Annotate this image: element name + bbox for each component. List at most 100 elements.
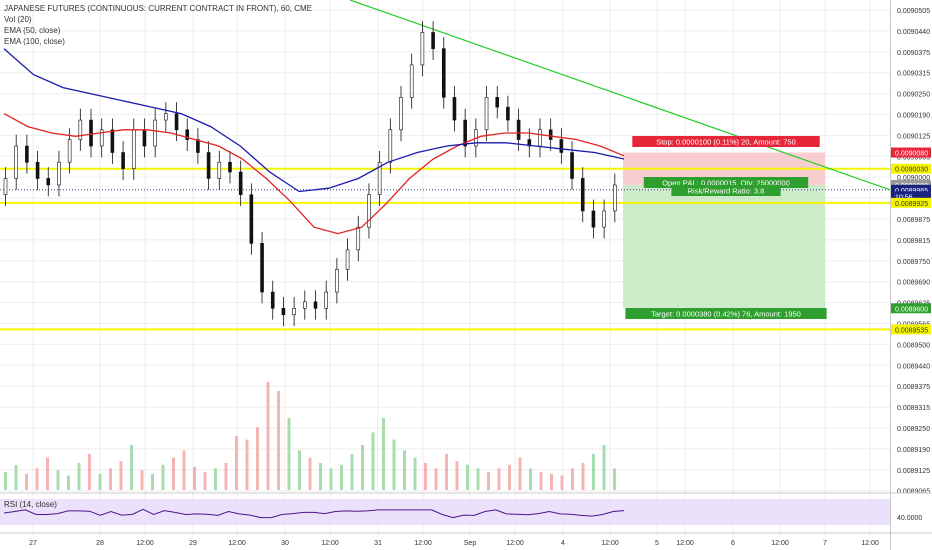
volume-bar — [67, 475, 70, 490]
rsi-band — [0, 499, 890, 525]
volume-bar — [466, 464, 469, 490]
time-tick-label: 12:00 — [414, 540, 432, 547]
volume-bar — [109, 468, 112, 490]
volume-bar — [298, 450, 301, 490]
price-tag-text: 0.0090030 — [895, 167, 928, 174]
volume-bar — [88, 454, 91, 490]
rsi-legend[interactable]: RSI (14, close) — [4, 500, 57, 509]
price-tick-label: 0.0090250 — [897, 92, 930, 99]
volume-bar — [151, 473, 154, 490]
price-tick-label: 0.0090505 — [897, 8, 930, 15]
candle-body — [217, 161, 222, 179]
volume-bar — [256, 427, 259, 490]
candle-body — [164, 113, 168, 121]
risk-reward-label: Risk/Reward Ratio: 3.8 — [671, 185, 781, 196]
price-tag-text: 0.0089535 — [895, 327, 928, 334]
risk-reward-label-bg — [671, 185, 781, 196]
volume-bar — [550, 473, 553, 490]
volume-bar — [277, 391, 280, 490]
candle-body — [409, 64, 414, 98]
candle-body — [249, 194, 254, 244]
price-tick-label: 0.0089315 — [897, 405, 930, 412]
candle-body — [377, 161, 382, 196]
volume-bar — [602, 445, 606, 490]
volume-bar — [518, 457, 522, 490]
volume-bar — [235, 436, 238, 490]
stop-label: Stop: 0.0000100 (0.11%) 20, Amount: 750 — [632, 136, 820, 147]
chart-legend: JAPANESE FUTURES (CONTINUOUS: CURRENT CO… — [4, 3, 312, 47]
candle-body — [388, 129, 393, 163]
time-tick-label: 12:00 — [228, 540, 246, 547]
volume-bar — [371, 432, 375, 490]
target-label-text: Target: 0.0000380 (0.42%) 76, Amount: 19… — [651, 310, 801, 319]
symbol-title[interactable]: JAPANESE FUTURES (CONTINUOUS: CURRENT CO… — [4, 4, 313, 13]
open-pnl-label-bg — [643, 177, 809, 188]
time-tick-label: 29 — [189, 540, 197, 547]
volume-bar — [287, 418, 291, 490]
time-tick-label: 31 — [374, 540, 382, 547]
time-tick-label: 7 — [823, 540, 827, 547]
volume-bar — [130, 445, 133, 490]
volume-bar — [340, 464, 343, 490]
price-tag-bg — [891, 147, 931, 158]
volume-bar — [245, 439, 249, 490]
risk-reward-label-text: Risk/Reward Ratio: 3.8 — [688, 187, 765, 196]
ema50-legend[interactable]: EMA (50, close) — [4, 26, 61, 35]
open-pnl-label: Open P&L: 0.0000015, Qty: 25000000 — [643, 177, 809, 188]
candle-body — [260, 243, 264, 293]
volume-bar — [434, 468, 438, 490]
volume-bar — [350, 454, 354, 490]
target-label-bg — [625, 308, 827, 319]
volume-bar — [214, 468, 217, 490]
candle-body — [270, 291, 275, 309]
candle-body — [570, 152, 574, 179]
candle-body — [57, 161, 61, 186]
ema100-line — [3, 48, 625, 193]
candle-body — [527, 139, 532, 147]
time-tick-label: 12:00 — [601, 540, 619, 547]
volume-bar — [487, 472, 490, 490]
price-tick-label: 0.0089750 — [897, 259, 930, 266]
time-tick-label: 12:00 — [506, 540, 524, 547]
price-tag-bg — [891, 303, 931, 314]
price-tick-label: 0.0089815 — [897, 238, 930, 245]
candle-body — [238, 171, 243, 196]
candle-body — [591, 210, 596, 228]
time-tick-label: Sep — [464, 540, 477, 547]
trend-line — [349, 0, 891, 191]
candle-body — [367, 194, 371, 228]
volume-bar — [161, 464, 165, 490]
volume-bar — [56, 470, 60, 490]
rsi-axis-tick: 40.0000 — [897, 515, 922, 522]
candle-body — [281, 307, 286, 316]
candle-body — [303, 301, 307, 309]
candle-body — [292, 307, 296, 316]
ema100-legend[interactable]: EMA (100, close) — [4, 37, 65, 46]
candle-body — [420, 32, 425, 66]
time-tick-label: 12:00 — [861, 540, 879, 547]
price-tick-label: 0.0089065 — [897, 489, 930, 496]
candle-body — [99, 129, 104, 147]
candle-body — [324, 291, 328, 309]
price-tick-label: 0.0090065 — [897, 154, 930, 161]
price-tag: 0.0090030 — [891, 163, 931, 174]
volume-bar — [46, 457, 49, 490]
price-tag-bg — [891, 191, 931, 202]
price-tag: 0.0089600 — [891, 303, 931, 314]
volume-bar — [25, 473, 28, 490]
price-tag-bg — [891, 197, 931, 208]
price-tick-label: 0.0090440 — [897, 29, 930, 36]
candle-body — [516, 119, 521, 140]
candle-body — [602, 210, 606, 228]
volume-legend[interactable]: Vol (20) — [4, 15, 32, 24]
candle-body — [174, 113, 179, 131]
price-tick-label: 0.0089375 — [897, 384, 930, 391]
time-tick-label: 12:00 — [321, 540, 339, 547]
price-tick-label: 0.0089190 — [897, 447, 930, 454]
price-tag-text: 0.0089600 — [895, 306, 928, 313]
candle-body — [484, 97, 489, 131]
volume-bar — [203, 472, 207, 490]
volume-bar — [172, 457, 175, 490]
candle-body — [313, 301, 318, 309]
candle-body — [110, 129, 115, 153]
